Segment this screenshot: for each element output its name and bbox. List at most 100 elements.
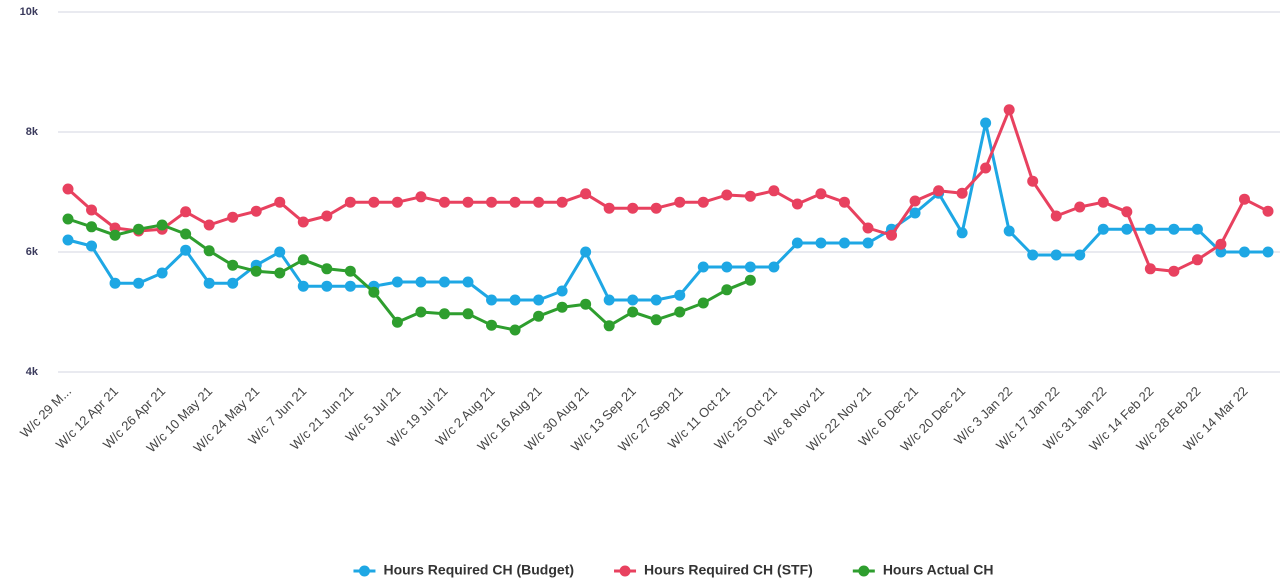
data-point [227, 277, 239, 289]
data-point [86, 204, 98, 216]
data-point [321, 263, 333, 275]
data-point [674, 196, 686, 208]
data-point [274, 196, 286, 208]
data-point [1215, 246, 1227, 258]
data-point [533, 310, 545, 322]
y-tick-label: 4k [26, 366, 39, 378]
data-point [1144, 263, 1156, 275]
data-point [980, 117, 992, 129]
data-point [86, 240, 98, 252]
data-point [344, 196, 356, 208]
data-point [274, 246, 286, 258]
data-point [650, 294, 662, 306]
data-point [1168, 223, 1180, 235]
data-point [980, 162, 992, 174]
data-point [603, 202, 615, 214]
data-point [1121, 206, 1133, 218]
data-point [1097, 196, 1109, 208]
data-point [156, 219, 168, 231]
data-point [580, 246, 592, 258]
y-tick-label: 6k [26, 246, 39, 258]
data-point [533, 196, 545, 208]
legend-marker [858, 565, 870, 577]
data-point [1168, 265, 1180, 277]
data-point [180, 206, 192, 218]
data-point [227, 211, 239, 223]
data-point [133, 223, 145, 235]
data-point [721, 189, 733, 201]
data-point [368, 286, 380, 298]
data-point [650, 314, 662, 326]
data-point [886, 229, 898, 241]
data-point [862, 237, 874, 249]
data-point [721, 284, 733, 296]
data-point [791, 237, 803, 249]
data-point [1003, 104, 1015, 116]
data-point [438, 196, 450, 208]
data-point [956, 227, 968, 239]
data-point [486, 319, 498, 331]
data-point [86, 221, 98, 233]
data-point [321, 210, 333, 222]
data-point [1003, 225, 1015, 237]
data-point [274, 267, 286, 279]
data-point [650, 202, 662, 214]
data-point [533, 294, 545, 306]
data-point [838, 237, 850, 249]
data-point [462, 196, 474, 208]
data-point [1238, 193, 1250, 205]
data-point [815, 188, 827, 200]
data-point [1191, 223, 1203, 235]
data-point [791, 198, 803, 210]
legend-label: Hours Required CH (STF) [644, 562, 813, 578]
legend-item: Hours Actual CH [852, 562, 994, 578]
data-point [697, 261, 709, 273]
legend-item: Hours Required CH (Budget) [353, 562, 574, 578]
data-point [862, 222, 874, 234]
series-line [67, 217, 751, 332]
data-point [1097, 223, 1109, 235]
data-point [415, 191, 427, 203]
data-point [627, 294, 639, 306]
data-point [1191, 254, 1203, 266]
data-point [156, 267, 168, 279]
data-point [580, 188, 592, 200]
series-line [67, 108, 1269, 273]
data-point [62, 234, 74, 246]
legend-marker [619, 565, 631, 577]
data-point [697, 196, 709, 208]
data-point [368, 196, 380, 208]
data-point [203, 277, 215, 289]
data-point [1215, 238, 1227, 250]
data-point [509, 196, 521, 208]
data-point [721, 261, 733, 273]
data-point [603, 294, 615, 306]
data-point [109, 229, 121, 241]
data-point [391, 196, 403, 208]
data-point [109, 277, 121, 289]
data-point [674, 289, 686, 301]
data-point [1074, 249, 1086, 261]
data-point [556, 196, 568, 208]
data-point [509, 324, 521, 336]
data-point [250, 265, 262, 277]
data-point [580, 298, 592, 310]
y-tick-label: 8k [26, 126, 39, 138]
data-point [744, 274, 756, 286]
data-point [768, 261, 780, 273]
legend: Hours Required CH (Budget) Hours Required… [353, 562, 994, 578]
data-point [909, 207, 921, 219]
legend-item: Hours Required CH (STF) [614, 562, 813, 578]
data-point [415, 306, 427, 318]
data-point [744, 190, 756, 202]
y-tick-label: 10k [20, 6, 39, 18]
data-point [415, 276, 427, 288]
data-point [462, 276, 474, 288]
data-point [768, 185, 780, 197]
data-point [62, 183, 74, 195]
data-point [438, 276, 450, 288]
data-point [297, 254, 309, 266]
data-point [627, 202, 639, 214]
data-point [62, 213, 74, 225]
